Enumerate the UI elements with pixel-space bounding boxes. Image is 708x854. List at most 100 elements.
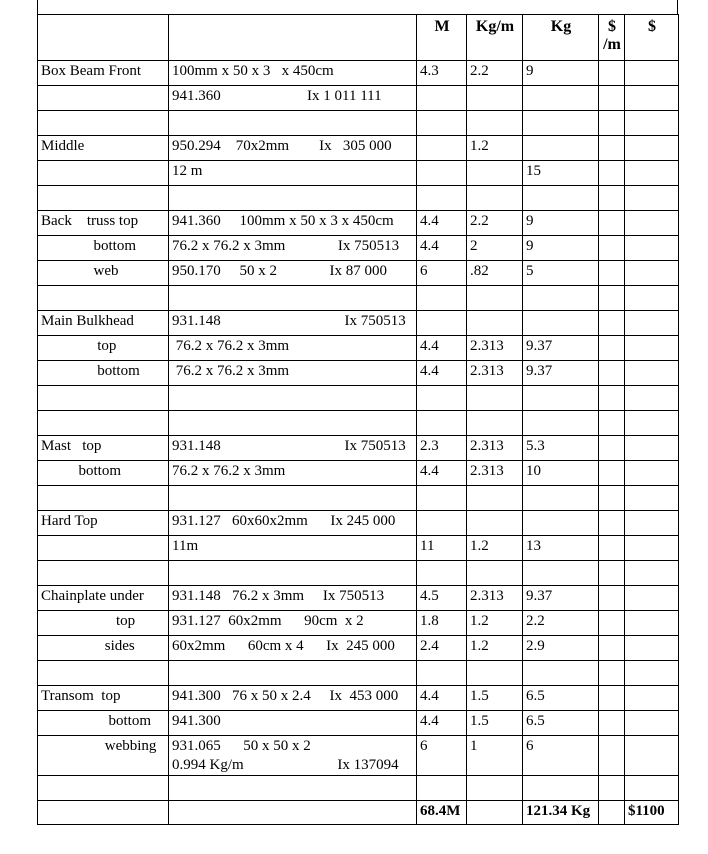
cell-item: bottom xyxy=(37,360,169,386)
table-row: Chainplate under 931.148 76.2 x 3mm Ix 75… xyxy=(37,585,679,611)
cell-meters: 4.4 xyxy=(416,360,467,386)
cell-kg xyxy=(522,135,599,161)
cell-kg_per_m xyxy=(466,285,523,311)
cell-kg xyxy=(522,660,599,686)
table-row: Middle 950.294 70x2mm Ix 305 000 1.2 xyxy=(37,135,679,161)
cell-meters xyxy=(416,560,467,586)
cell-item xyxy=(37,485,169,511)
cell-description: 931.127 60x2mm 90cm x 2 xyxy=(168,610,417,636)
cell-dollar xyxy=(624,185,679,211)
cell-dollar xyxy=(624,235,679,261)
cell-kg: 6.5 xyxy=(522,710,599,736)
table-row: bottom 76.2 x 76.2 x 3mm Ix 750513 4.4 2 9 xyxy=(37,235,679,261)
cell-dollar_per_m xyxy=(598,285,625,311)
cell-kg_per_m xyxy=(466,510,523,536)
cell-dollar_per_m xyxy=(598,660,625,686)
cell-item: top xyxy=(37,335,169,361)
cell-description xyxy=(168,285,417,311)
cell-meters xyxy=(416,85,467,111)
cell-dollar xyxy=(624,685,679,711)
cell-meters xyxy=(416,410,467,436)
cell-meters: 2.3 xyxy=(416,435,467,461)
cell-kg_per_m: 1.2 xyxy=(466,535,523,561)
cell-kg_per_m: .82 xyxy=(466,260,523,286)
cell-kg_per_m xyxy=(466,85,523,111)
cell-kg: 9 xyxy=(522,60,599,86)
cell-dollar_per_m xyxy=(598,635,625,661)
cell-dollar xyxy=(624,610,679,636)
table-row xyxy=(37,185,679,211)
table-row: bottom 76.2 x 76.2 x 3mm 4.4 2.313 9.37 xyxy=(37,360,679,386)
table-row xyxy=(37,775,679,801)
cell-kg xyxy=(522,85,599,111)
cell-dollar_per_m xyxy=(598,585,625,611)
cell-kg: 10 xyxy=(522,460,599,486)
cell-kg: 9.37 xyxy=(522,335,599,361)
cell-description: 931.148 76.2 x 3mm Ix 750513 xyxy=(168,585,417,611)
cell-description xyxy=(168,185,417,211)
cell-kg_per_m: 1 xyxy=(466,735,523,776)
cell-kg xyxy=(522,285,599,311)
cell-description xyxy=(168,385,417,411)
cell-kg xyxy=(522,310,599,336)
cell-dollar_per_m xyxy=(598,735,625,776)
cell-dollar xyxy=(624,585,679,611)
cell-item xyxy=(37,775,169,801)
cell-meters: 4.4 xyxy=(416,685,467,711)
cell-item: Mast top xyxy=(37,435,169,461)
cell-kg_per_m: 1.2 xyxy=(466,635,523,661)
cell-kg xyxy=(522,510,599,536)
cell-item: Main Bulkhead xyxy=(37,310,169,336)
cell-dollar xyxy=(624,60,679,86)
table-row xyxy=(37,660,679,686)
cell-meters: 4.4 xyxy=(416,710,467,736)
cell-dollar_per_m xyxy=(598,260,625,286)
cell-description xyxy=(168,110,417,136)
cell-kg: 9.37 xyxy=(522,585,599,611)
cell-kg_per_m: 2.313 xyxy=(466,435,523,461)
cell-meters: 68.4M xyxy=(416,800,467,825)
cell-kg: 2.2 xyxy=(522,610,599,636)
cell-meters: 1.8 xyxy=(416,610,467,636)
cell-item xyxy=(37,110,169,136)
table-row: webbing 931.065 50 x 50 x 2 0.994 Kg/m Ix… xyxy=(37,735,679,776)
cell-item: bottom xyxy=(37,710,169,736)
table-row: 12 m 15 xyxy=(37,160,679,186)
cell-dollar xyxy=(624,535,679,561)
cell-kg xyxy=(522,775,599,801)
cell-kg_per_m: 2.313 xyxy=(466,360,523,386)
cell-kg xyxy=(522,185,599,211)
cell-dollar xyxy=(624,460,679,486)
column-header-description xyxy=(168,14,417,61)
cell-meters: 4.5 xyxy=(416,585,467,611)
cell-dollar xyxy=(624,710,679,736)
cell-meters xyxy=(416,775,467,801)
cell-kg_per_m xyxy=(466,660,523,686)
table-header: M Kg/m Kg $ /m $ xyxy=(37,14,679,61)
cell-meters xyxy=(416,485,467,511)
cell-kg: 9.37 xyxy=(522,360,599,386)
cell-dollar xyxy=(624,560,679,586)
cell-meters: 4.4 xyxy=(416,210,467,236)
table-row xyxy=(37,410,679,436)
cell-dollar_per_m xyxy=(598,60,625,86)
header-row: M Kg/m Kg $ /m $ xyxy=(37,14,679,61)
cell-description: 12 m xyxy=(168,160,417,186)
cell-dollar_per_m xyxy=(598,85,625,111)
cell-description: 941.360 Ix 1 011 111 xyxy=(168,85,417,111)
cell-dollar xyxy=(624,635,679,661)
cell-meters: 2.4 xyxy=(416,635,467,661)
cutoff-top-row xyxy=(37,0,678,14)
table-row: Box Beam Front 100mm x 50 x 3 x 450cm 4.3 2… xyxy=(37,60,679,86)
cell-dollar_per_m xyxy=(598,710,625,736)
cell-description: 76.2 x 76.2 x 3mm xyxy=(168,335,417,361)
table-row: 941.360 Ix 1 011 111 xyxy=(37,85,679,111)
cell-description xyxy=(168,660,417,686)
cell-meters: 4.4 xyxy=(416,460,467,486)
cell-item: top xyxy=(37,610,169,636)
cell-dollar xyxy=(624,110,679,136)
cell-item: bottom xyxy=(37,460,169,486)
cell-item xyxy=(37,410,169,436)
table-row: bottom 941.300 4.4 1.5 6.5 xyxy=(37,710,679,736)
cell-kg_per_m: 2.2 xyxy=(466,60,523,86)
